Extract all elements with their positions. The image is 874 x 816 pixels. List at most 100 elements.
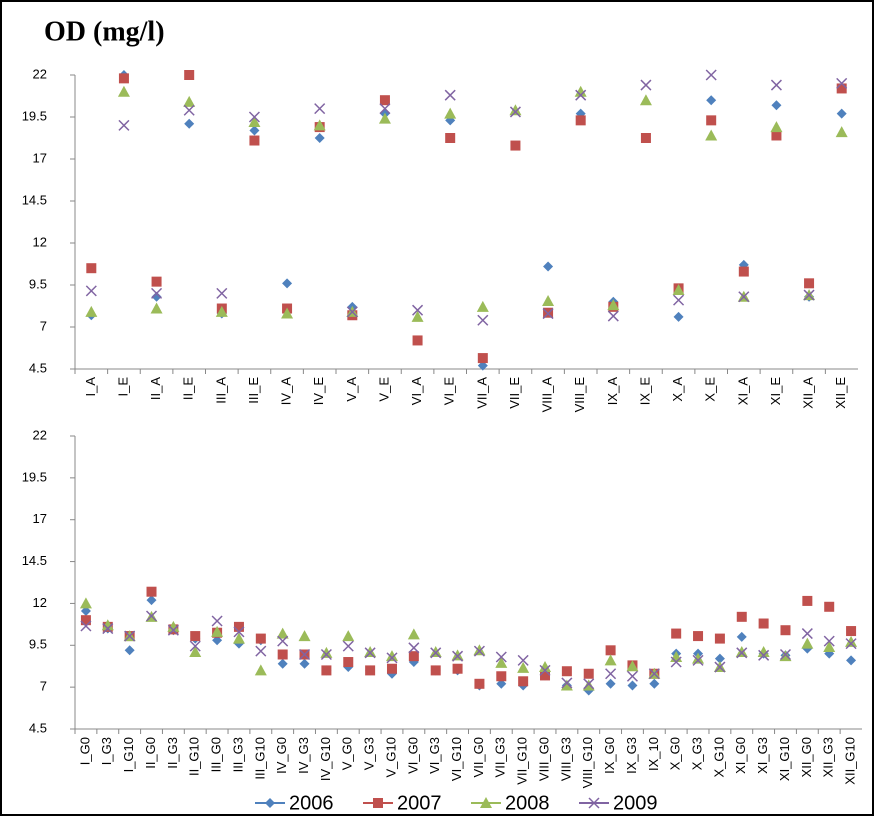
point	[845, 635, 858, 647]
point	[714, 661, 726, 673]
x-tick-label: III_G0	[209, 737, 224, 772]
point	[706, 115, 717, 126]
y-tick-label: 7	[40, 679, 47, 694]
point	[540, 670, 551, 681]
point	[706, 95, 717, 106]
point	[542, 308, 554, 320]
x-tick-label: VI_G3	[427, 737, 442, 774]
point	[146, 595, 157, 606]
y-tick-label: 9.5	[29, 276, 47, 291]
point	[705, 129, 718, 141]
x-tick-label: IV_A	[279, 377, 294, 406]
point	[429, 645, 442, 657]
point	[408, 651, 419, 662]
point	[118, 73, 129, 84]
point	[771, 130, 782, 141]
point	[117, 85, 130, 97]
point	[277, 649, 288, 660]
x-tick-label: III_E	[246, 377, 261, 404]
point	[804, 278, 815, 289]
point	[780, 625, 791, 636]
point	[477, 360, 488, 371]
point	[379, 95, 390, 106]
point	[277, 635, 289, 647]
point	[430, 665, 441, 676]
point	[836, 83, 847, 94]
x-tick-label: XII_E	[833, 377, 848, 409]
point	[496, 671, 507, 682]
point	[477, 353, 488, 364]
point	[496, 678, 507, 689]
point	[298, 630, 311, 642]
point	[735, 645, 748, 657]
point	[836, 77, 848, 89]
point	[518, 676, 529, 687]
x-tick-label: V_G10	[383, 737, 398, 777]
legend-marker	[588, 797, 600, 809]
point	[779, 648, 792, 661]
point	[281, 307, 294, 319]
x-tick-label: XI_G10	[777, 737, 792, 781]
point	[145, 610, 158, 622]
point	[846, 655, 857, 666]
point	[411, 310, 424, 322]
point	[282, 278, 293, 289]
x-tick-label: VIII_E	[572, 377, 587, 413]
point	[495, 656, 508, 668]
point	[574, 85, 587, 97]
point	[150, 302, 163, 314]
point	[151, 291, 162, 302]
point	[255, 633, 266, 644]
x-tick-label: VII_A	[474, 377, 489, 409]
point	[342, 640, 354, 652]
x-tick-label: II_E	[181, 377, 196, 400]
point	[672, 284, 685, 296]
point	[167, 624, 179, 636]
point	[639, 94, 652, 106]
x-tick-label: IV_G3	[296, 737, 311, 774]
point	[85, 305, 98, 317]
y-tick-label: 19.5	[22, 108, 47, 123]
point	[539, 661, 552, 673]
point	[801, 637, 814, 649]
point	[80, 605, 91, 616]
point	[607, 310, 619, 322]
point	[343, 657, 354, 668]
x-tick-label: XI_G3	[755, 737, 770, 774]
point	[823, 635, 835, 647]
legend-label: 2008	[505, 792, 550, 814]
point	[342, 630, 355, 642]
x-tick-label: X_A	[670, 377, 685, 402]
point	[770, 79, 782, 91]
x-tick-label: VI_A	[409, 377, 424, 406]
point	[473, 644, 486, 656]
point	[80, 615, 91, 626]
point	[314, 103, 326, 115]
x-tick-label: VII_G10	[515, 737, 530, 785]
point	[452, 650, 464, 662]
point	[670, 656, 682, 668]
point	[189, 645, 202, 657]
point	[386, 652, 398, 664]
x-tick-label: VII_G0	[471, 737, 486, 777]
point	[313, 119, 326, 131]
point	[444, 89, 456, 101]
point	[714, 633, 725, 644]
point	[299, 658, 310, 669]
point	[320, 648, 332, 661]
legend-marker	[373, 798, 383, 808]
y-tick-label: 22	[33, 66, 47, 81]
point	[79, 597, 92, 609]
x-tick-label: IX_A	[605, 377, 620, 406]
point	[648, 668, 660, 680]
point	[232, 632, 245, 644]
y-tick-label: 17	[33, 150, 47, 165]
point	[575, 89, 587, 101]
x-tick-label: I_G10	[121, 737, 136, 772]
point	[671, 628, 682, 639]
x-tick-label: III_G3	[230, 737, 245, 772]
point	[299, 648, 311, 661]
point	[85, 285, 97, 297]
point	[736, 611, 747, 622]
x-tick-label: V_G3	[362, 737, 377, 770]
